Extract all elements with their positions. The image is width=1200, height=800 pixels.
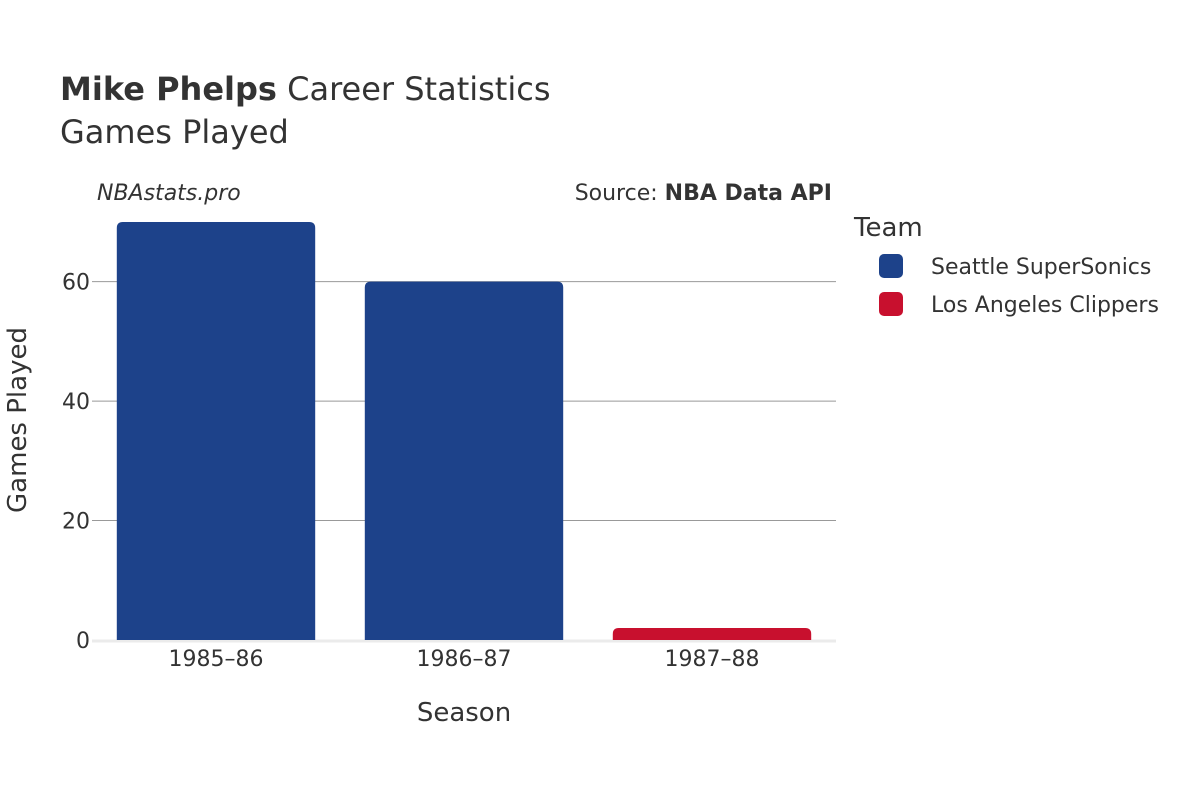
legend: Team Seattle SuperSonics Los Angeles Clip…: [853, 213, 1159, 318]
chart-title-rest: Career Statistics: [277, 70, 551, 108]
y-tick-labels: 0 20 40 60: [62, 271, 90, 654]
x-tick-labels: 1985–86 1986–87 1987–88: [169, 647, 760, 672]
y-tick-label: 60: [62, 271, 90, 296]
x-tick-label: 1987–88: [665, 647, 760, 672]
legend-title: Team: [853, 213, 923, 243]
bar: [116, 221, 316, 640]
y-tick-label: 20: [62, 510, 90, 535]
chart-title: Mike Phelps Career Statistics: [60, 70, 551, 108]
bar: [612, 628, 812, 640]
source-name: NBA Data API: [665, 181, 832, 206]
chart-title-player: Mike Phelps: [60, 70, 277, 108]
legend-label: Seattle SuperSonics: [931, 255, 1151, 280]
chart-subtitle: Games Played: [60, 113, 289, 151]
x-tick-label: 1985–86: [169, 647, 264, 672]
source-prefix: Source:: [575, 181, 665, 206]
y-tick-label: 0: [76, 629, 90, 654]
watermark: NBAstats.pro: [97, 181, 241, 206]
legend-label: Los Angeles Clippers: [931, 293, 1159, 318]
bars: [116, 221, 812, 640]
x-axis-title: Season: [417, 698, 511, 728]
legend-swatch: [879, 254, 903, 278]
source-credit: Source: NBA Data API: [575, 181, 832, 206]
legend-swatch: [879, 292, 903, 316]
bar: [364, 281, 564, 640]
y-axis-title: Games Played: [3, 327, 33, 513]
x-tick-label: 1986–87: [417, 647, 512, 672]
y-tick-label: 40: [62, 390, 90, 415]
